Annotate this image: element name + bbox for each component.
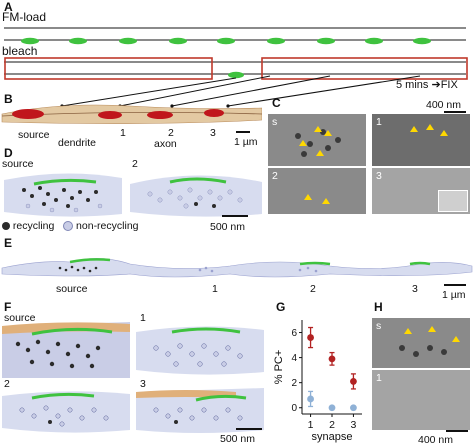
b-synapse-2-label: 2 — [168, 127, 174, 139]
bleach-axon-schematic — [4, 57, 468, 80]
f-tile2-label: 2 — [4, 378, 10, 390]
x-tick-label: 1 — [308, 419, 314, 431]
e-synapse-1-label: 1 — [212, 283, 218, 295]
f-scale-bar — [236, 428, 262, 430]
y-tick-label: 4 — [291, 353, 297, 364]
data-point-series-2 — [350, 404, 357, 412]
bleach-label: bleach — [2, 44, 38, 58]
panel-e-label: E — [4, 236, 13, 250]
h-scale-bar — [446, 430, 468, 432]
em-tile-3: 2 3 — [372, 168, 470, 214]
d-render-source — [4, 173, 122, 217]
f-render-source — [2, 322, 130, 378]
f-render-3 — [136, 388, 264, 433]
h-tile-label: s — [376, 320, 382, 332]
h-em-tile-1: 1 — [372, 370, 470, 430]
em-tile-1: 1 — [372, 114, 470, 166]
panel-g-label: G — [276, 300, 286, 314]
x-tick-label: 3 — [351, 419, 357, 431]
panel-d-label: D — [4, 146, 13, 160]
y-tick-label: 2 — [291, 378, 297, 389]
h-scale-label: 400 nm — [418, 434, 454, 446]
bleach-frame-right — [261, 57, 468, 80]
recycling-dot-icon — [2, 222, 10, 231]
non-recycling-dot-icon — [63, 221, 74, 232]
fm-load-axon-schematic — [4, 27, 466, 45]
y-axis-label: % PC+ — [273, 350, 285, 385]
panel-a-label: A — [4, 0, 13, 14]
b-synapse-3-label: 3 — [210, 127, 216, 139]
em-tile-label: s — [272, 116, 278, 128]
f-scale-label: 500 nm — [220, 433, 256, 445]
e-scale-label: 1 µm — [442, 289, 466, 301]
f-tile3-label: 3 — [140, 378, 146, 390]
panel-b-3d-reconstruction — [1, 104, 262, 124]
d-render-2 — [130, 175, 262, 217]
f-tile1-label: 1 — [140, 312, 146, 324]
data-point-series-1 — [328, 355, 336, 363]
c-scale-bar — [444, 111, 466, 113]
fm-load-label: FM-load — [2, 10, 47, 24]
b-source-label: source — [18, 129, 50, 141]
d-legend: recycling non-recycling — [2, 220, 139, 232]
fm-load-boutons — [21, 37, 431, 45]
d-scale-label: 500 nm — [210, 221, 246, 233]
e-source-label: source — [56, 283, 88, 295]
e-synapse-2-label: 2 — [310, 283, 316, 295]
data-point-series-2 — [307, 395, 314, 403]
b-dendrite-label: dendrite — [58, 137, 96, 149]
panel-b-label: B — [4, 92, 13, 106]
x-axis-label: synapse — [312, 431, 353, 443]
d-scale-bar — [222, 215, 248, 217]
e-synapse-3-label: 3 — [412, 283, 418, 295]
b-scale-label: 1 µm — [234, 136, 258, 148]
em-inset — [438, 190, 468, 212]
y-tick-label: 6 — [291, 328, 297, 339]
b-synapse-1-label: 1 — [120, 127, 126, 139]
e-scale-bar — [444, 284, 466, 286]
panel-h-label: H — [374, 300, 383, 314]
timing-label: 5 mins ➔FIX — [396, 79, 458, 91]
h-tile-label: 1 — [376, 372, 382, 384]
f-render-1 — [136, 326, 264, 375]
c-scale-label: 400 nm — [426, 99, 462, 111]
arrow-right-icon: ➔ — [431, 79, 441, 91]
data-point-series-1 — [350, 378, 357, 385]
e-render-axon — [1, 258, 473, 278]
legend-non-recycling: non-recycling — [76, 220, 139, 232]
bleach-frame-left — [4, 57, 213, 80]
data-point-series-2 — [328, 404, 336, 412]
f-source-label: source — [4, 312, 36, 324]
h-em-tile-s: s — [372, 318, 470, 368]
x-tick-label: 2 — [329, 419, 335, 431]
em-tile-label-3: 3 — [376, 170, 382, 182]
panel-c-label: C — [272, 96, 281, 110]
b-axon-label: axon — [154, 138, 177, 150]
em-tile-2: 2 — [268, 168, 366, 214]
em-tile-source: s — [268, 114, 366, 166]
y-tick-label: 0 — [291, 403, 297, 414]
d-source-label: source — [2, 158, 34, 170]
source-bouton-unbleached — [228, 71, 244, 79]
panel-f-label: F — [4, 300, 12, 314]
d-tile2-label: 2 — [132, 158, 138, 170]
legend-recycling: recycling — [12, 220, 55, 232]
b-scale-bar — [236, 131, 250, 133]
f-render-2 — [2, 391, 130, 433]
data-point-series-1 — [307, 334, 314, 341]
connector-lines — [60, 75, 421, 108]
em-tile-label: 1 — [376, 116, 382, 128]
em-tile-label: 2 — [272, 170, 278, 182]
